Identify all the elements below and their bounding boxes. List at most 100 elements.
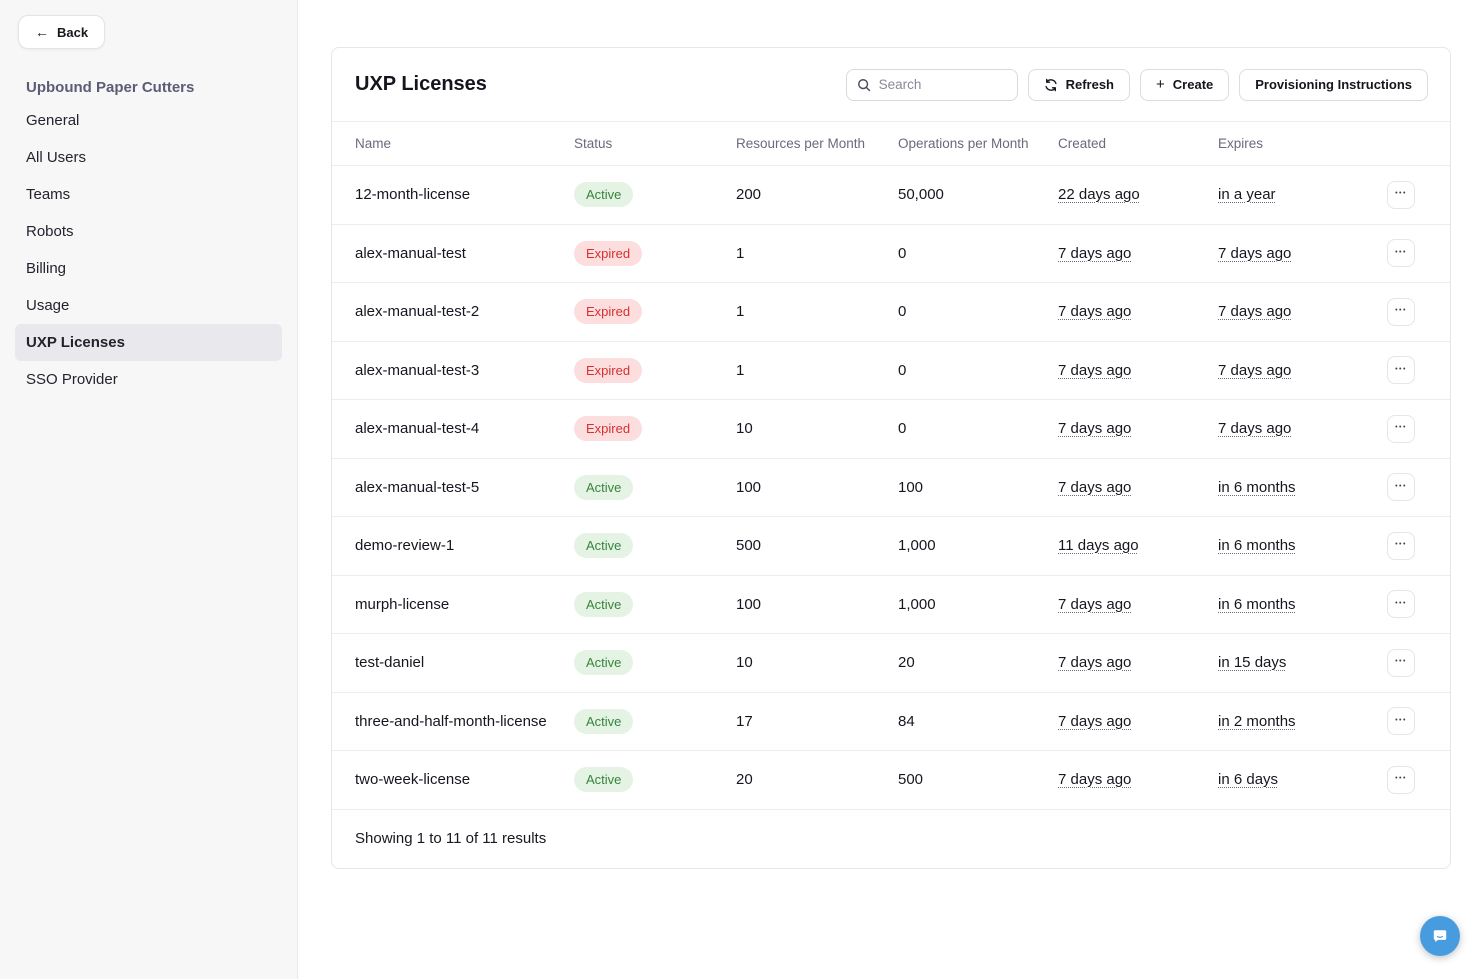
ellipsis-icon: ••• bbox=[1395, 716, 1407, 724]
plus-icon: + bbox=[1156, 76, 1165, 93]
row-actions-button[interactable]: ••• bbox=[1387, 239, 1415, 268]
create-button[interactable]: + Create bbox=[1140, 68, 1230, 101]
settings-sidebar: ← Back Upbound Paper Cutters General All… bbox=[0, 0, 298, 979]
table-row: alex-manual-test-2 Expired 1 0 7 days ag… bbox=[332, 283, 1450, 342]
expires-value[interactable]: 7 days ago bbox=[1218, 244, 1292, 262]
table-row: alex-manual-test-5 Active 100 100 7 days… bbox=[332, 459, 1450, 517]
status-badge: Active bbox=[574, 182, 634, 208]
expires-value[interactable]: in 6 months bbox=[1218, 537, 1296, 555]
search-box bbox=[845, 68, 1018, 101]
sidebar-item-robots[interactable]: Robots bbox=[15, 213, 282, 250]
refresh-button-label: Refresh bbox=[1065, 77, 1115, 92]
row-actions-button[interactable]: ••• bbox=[1387, 414, 1415, 443]
expires-value[interactable]: in a year bbox=[1218, 186, 1276, 204]
refresh-button[interactable]: Refresh bbox=[1027, 68, 1131, 101]
license-name: test-daniel bbox=[355, 654, 425, 672]
resources-per-month-value: 1 bbox=[736, 303, 745, 321]
row-actions-button[interactable]: ••• bbox=[1387, 648, 1415, 677]
sidebar-item-all-users[interactable]: All Users bbox=[15, 139, 282, 176]
operations-per-month-value: 0 bbox=[898, 420, 907, 438]
sidebar-item-teams[interactable]: Teams bbox=[15, 176, 282, 213]
expires-value[interactable]: 7 days ago bbox=[1218, 420, 1292, 438]
ellipsis-icon: ••• bbox=[1395, 482, 1407, 490]
table-row: three-and-half-month-license Active 17 8… bbox=[332, 693, 1450, 751]
created-value[interactable]: 11 days ago bbox=[1058, 537, 1139, 555]
back-button[interactable]: ← Back bbox=[18, 15, 106, 49]
created-value[interactable]: 22 days ago bbox=[1058, 186, 1140, 204]
provisioning-button-label: Provisioning Instructions bbox=[1255, 77, 1412, 92]
row-actions-button[interactable]: ••• bbox=[1387, 356, 1415, 385]
table-row: alex-manual-test-3 Expired 1 0 7 days ag… bbox=[332, 342, 1450, 400]
provisioning-instructions-button[interactable]: Provisioning Instructions bbox=[1239, 68, 1428, 101]
sidebar-item-label: All Users bbox=[26, 149, 87, 166]
created-value[interactable]: 7 days ago bbox=[1058, 244, 1132, 262]
operations-per-month-value: 50,000 bbox=[898, 186, 944, 204]
chat-bubble-icon bbox=[1433, 930, 1447, 943]
row-actions-button[interactable]: ••• bbox=[1387, 765, 1415, 794]
expires-value[interactable]: 7 days ago bbox=[1218, 303, 1292, 321]
uxp-licenses-card: UXP Licenses Refresh bbox=[331, 47, 1451, 869]
sidebar-item-label: Teams bbox=[26, 186, 71, 203]
sidebar-item-label: UXP Licenses bbox=[26, 334, 125, 351]
created-value[interactable]: 7 days ago bbox=[1058, 303, 1132, 321]
status-badge: Active bbox=[574, 474, 634, 500]
expires-value[interactable]: in 6 months bbox=[1218, 478, 1296, 496]
ellipsis-icon: ••• bbox=[1395, 658, 1407, 666]
sidebar-item-label: Billing bbox=[26, 260, 67, 277]
operations-per-month-value: 1,000 bbox=[898, 595, 936, 613]
main-content: UXP Licenses Refresh bbox=[299, 0, 1484, 979]
created-value[interactable]: 7 days ago bbox=[1058, 478, 1132, 496]
column-header-created: Created bbox=[1058, 136, 1107, 151]
sidebar-item-uxp-licenses[interactable]: UXP Licenses bbox=[15, 324, 282, 361]
sidebar-item-label: General bbox=[26, 112, 80, 129]
sidebar-item-label: SSO Provider bbox=[26, 371, 118, 388]
license-name: three-and-half-month-license bbox=[355, 712, 547, 730]
table-row: murph-license Active 100 1,000 7 days ag… bbox=[332, 576, 1450, 634]
row-actions-button[interactable]: ••• bbox=[1387, 180, 1415, 209]
status-badge: Active bbox=[574, 650, 634, 676]
license-name: alex-manual-test-5 bbox=[355, 478, 480, 496]
create-button-label: Create bbox=[1172, 77, 1214, 92]
resources-per-month-value: 20 bbox=[736, 771, 753, 789]
resources-per-month-value: 200 bbox=[736, 186, 762, 204]
page-title: UXP Licenses bbox=[355, 73, 487, 95]
table-row: demo-review-1 Active 500 1,000 11 days a… bbox=[332, 517, 1450, 576]
created-value[interactable]: 7 days ago bbox=[1058, 712, 1132, 730]
row-actions-button[interactable]: ••• bbox=[1387, 297, 1415, 326]
sidebar-item-general[interactable]: General bbox=[15, 102, 282, 139]
status-badge: Expired bbox=[574, 240, 643, 266]
row-actions-button[interactable]: ••• bbox=[1387, 707, 1415, 736]
ellipsis-icon: ••• bbox=[1395, 541, 1407, 549]
card-header: UXP Licenses Refresh bbox=[332, 48, 1450, 122]
status-badge: Expired bbox=[574, 299, 643, 325]
sidebar-item-billing[interactable]: Billing bbox=[15, 250, 282, 287]
expires-value[interactable]: 7 days ago bbox=[1218, 361, 1292, 379]
row-actions-button[interactable]: ••• bbox=[1387, 531, 1415, 560]
created-value[interactable]: 7 days ago bbox=[1058, 595, 1132, 613]
chat-launcher-button[interactable] bbox=[1420, 916, 1460, 956]
sidebar-item-usage[interactable]: Usage bbox=[15, 287, 282, 324]
created-value[interactable]: 7 days ago bbox=[1058, 361, 1132, 379]
column-header-resources: Resources per Month bbox=[736, 136, 866, 151]
row-actions-button[interactable]: ••• bbox=[1387, 473, 1415, 502]
search-input[interactable] bbox=[878, 77, 1007, 92]
resources-per-month-value: 10 bbox=[736, 654, 753, 672]
expires-value[interactable]: in 2 months bbox=[1218, 712, 1296, 730]
ellipsis-icon: ••• bbox=[1395, 424, 1407, 432]
row-actions-button[interactable]: ••• bbox=[1387, 590, 1415, 619]
expires-value[interactable]: in 6 days bbox=[1218, 771, 1279, 789]
resources-per-month-value: 1 bbox=[736, 244, 745, 262]
table-row: alex-manual-test Expired 1 0 7 days ago … bbox=[332, 225, 1450, 283]
created-value[interactable]: 7 days ago bbox=[1058, 654, 1132, 672]
status-badge: Active bbox=[574, 708, 634, 734]
license-name: 12-month-license bbox=[355, 186, 471, 204]
org-name-heading: Upbound Paper Cutters bbox=[26, 79, 195, 96]
expires-value[interactable]: in 15 days bbox=[1218, 654, 1287, 672]
expires-value[interactable]: in 6 months bbox=[1218, 595, 1296, 613]
created-value[interactable]: 7 days ago bbox=[1058, 771, 1132, 789]
created-value[interactable]: 7 days ago bbox=[1058, 420, 1132, 438]
table-row: alex-manual-test-4 Expired 10 0 7 days a… bbox=[332, 400, 1450, 459]
ellipsis-icon: ••• bbox=[1395, 599, 1407, 607]
sidebar-item-sso-provider[interactable]: SSO Provider bbox=[15, 361, 282, 398]
operations-per-month-value: 100 bbox=[898, 478, 924, 496]
